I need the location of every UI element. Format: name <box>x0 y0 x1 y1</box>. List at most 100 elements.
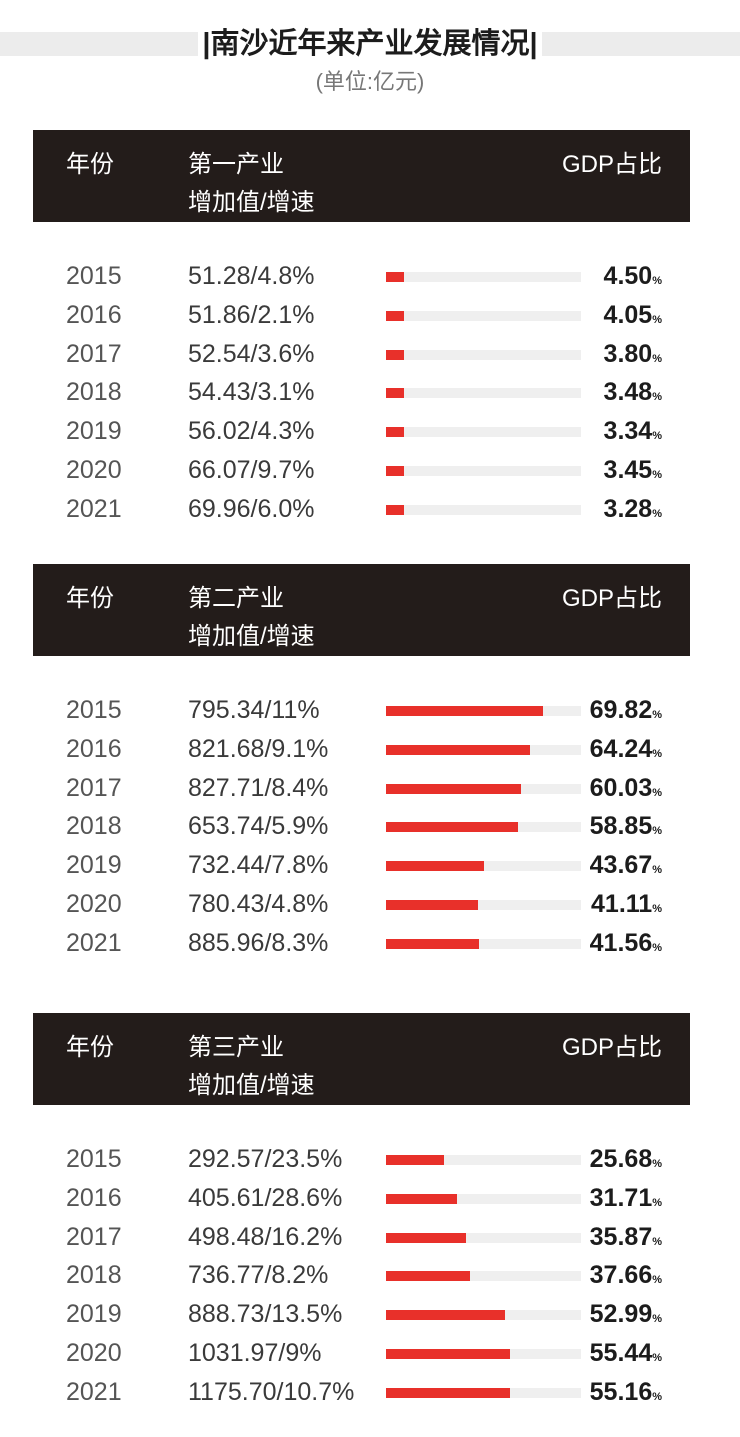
gdp-share-value: 64.24% <box>590 735 662 764</box>
percent-sign: % <box>652 313 662 326</box>
gdp-share-bar <box>386 504 404 515</box>
value-growth-label: 51.86/2.1% <box>188 300 315 329</box>
year-label: 2015 <box>66 262 122 290</box>
table-row: 2017 827.71/8.4% 60.03% <box>0 770 740 809</box>
value-growth-label: 736.77/8.2% <box>188 1261 329 1290</box>
header-industry: 第三产业 <box>188 1034 284 1061</box>
bar-track <box>386 1232 581 1243</box>
year-label: 2018 <box>66 378 122 407</box>
gdp-share-value: 41.11% <box>591 890 662 919</box>
percent-sign: % <box>652 709 662 721</box>
percent-sign: % <box>652 1352 662 1364</box>
header-industry: 第一产业 <box>188 151 284 178</box>
percent-sign: % <box>652 747 662 760</box>
header-metric: 增加值/增速 <box>188 1072 315 1099</box>
gdp-share-number: 43.67 <box>589 851 653 880</box>
table-row: 2020 66.07/9.7% 3.45% <box>0 452 740 491</box>
gdp-share-bar <box>386 1155 444 1165</box>
value-growth-label: 66.07/9.7% <box>188 456 315 484</box>
table-row: 2019 888.73/13.5% 52.99% <box>0 1296 740 1335</box>
value-growth-label: 653.74/5.9% <box>188 812 329 841</box>
value-growth-label: 888.73/13.5% <box>188 1300 343 1329</box>
year-label: 2018 <box>66 1261 122 1290</box>
percent-sign: % <box>652 275 662 287</box>
table-header: 年份 第一产业 增加值/增速 GDP占比 <box>33 130 690 222</box>
table-row: 2019 56.02/4.3% 3.34% <box>0 413 740 452</box>
value-growth-label: 827.71/8.4% <box>188 773 329 802</box>
year-label: 2018 <box>66 812 122 841</box>
table-row: 2020 1031.97/9% 55.44% <box>0 1335 740 1374</box>
percent-sign: % <box>652 903 662 915</box>
gdp-share-bar <box>386 310 404 321</box>
bar-track <box>386 504 581 515</box>
header-gdp-share: GDP占比 <box>561 585 662 612</box>
year-label: 2016 <box>66 734 122 763</box>
bar-track <box>386 900 581 910</box>
gdp-share-number: 58.85 <box>589 812 653 841</box>
bar-track <box>386 310 581 321</box>
gdp-share-number: 64.24 <box>589 734 653 763</box>
gdp-share-number: 4.50 <box>603 262 653 290</box>
year-label: 2017 <box>66 339 122 368</box>
gdp-share-number: 3.48 <box>603 378 653 407</box>
bar-track <box>386 822 581 833</box>
year-label: 2020 <box>66 1339 122 1367</box>
bar-track <box>386 1349 581 1359</box>
value-growth-label: 732.44/7.8% <box>188 851 329 880</box>
table-row: 2021 1175.70/10.7% 55.16% <box>0 1374 740 1413</box>
header-metric: 增加值/增速 <box>188 623 315 650</box>
table-row: 2015 795.34/11% 69.82% <box>0 692 740 731</box>
percent-sign: % <box>652 825 662 838</box>
gdp-share-bar <box>386 900 479 910</box>
gdp-share-bar <box>386 706 543 716</box>
value-growth-label: 1175.70/10.7% <box>188 1377 355 1406</box>
gdp-share-value: 37.66% <box>590 1261 662 1290</box>
year-label: 2015 <box>66 696 122 724</box>
value-growth-label: 292.57/23.5% <box>188 1145 343 1173</box>
table-header: 年份 第二产业 增加值/增速 GDP占比 <box>33 564 690 656</box>
gdp-share-number: 3.34 <box>603 417 653 446</box>
gdp-share-bar <box>386 388 404 399</box>
table-row: 2015 51.28/4.8% 4.50% <box>0 258 740 297</box>
gdp-share-value: 4.50% <box>604 262 662 291</box>
page-title-text: |南沙近年来产业发展情况| <box>198 28 542 60</box>
bar-track <box>386 1310 581 1321</box>
header-metric: 增加值/增速 <box>188 189 315 216</box>
value-growth-label: 885.96/8.3% <box>188 928 329 957</box>
gdp-share-number: 69.82 <box>589 696 653 724</box>
year-label: 2017 <box>66 1222 122 1251</box>
percent-sign: % <box>652 1390 662 1403</box>
page-title: |南沙近年来产业发展情况| <box>0 22 740 66</box>
header-year: 年份 <box>66 151 114 178</box>
table-row: 2016 405.61/28.6% 31.71% <box>0 1180 740 1219</box>
gdp-share-bar <box>386 349 404 360</box>
gdp-share-value: 60.03% <box>590 774 662 803</box>
gdp-share-number: 4.05 <box>603 300 653 329</box>
year-label: 2016 <box>66 300 122 329</box>
value-growth-label: 54.43/3.1% <box>188 378 315 407</box>
gdp-share-number: 41.56 <box>589 928 653 957</box>
year-label: 2015 <box>66 1145 122 1173</box>
gdp-share-value: 25.68% <box>590 1145 662 1174</box>
percent-sign: % <box>652 941 662 954</box>
year-label: 2019 <box>66 1300 122 1329</box>
gdp-share-value: 3.45% <box>604 456 662 485</box>
gdp-share-bar <box>386 1310 505 1321</box>
gdp-share-value: 69.82% <box>590 696 662 725</box>
bar-track <box>386 706 581 716</box>
gdp-share-value: 3.34% <box>604 417 662 446</box>
gdp-share-value: 35.87% <box>590 1223 662 1252</box>
table-row: 2015 292.57/23.5% 25.68% <box>0 1141 740 1180</box>
gdp-share-value: 41.56% <box>590 929 662 958</box>
table-row: 2016 51.86/2.1% 4.05% <box>0 297 740 336</box>
table-row: 2018 736.77/8.2% 37.66% <box>0 1257 740 1296</box>
gdp-share-bar <box>386 272 404 282</box>
gdp-share-bar <box>386 1349 511 1359</box>
year-label: 2020 <box>66 456 122 484</box>
table-row: 2020 780.43/4.8% 41.11% <box>0 886 740 925</box>
table-row: 2016 821.68/9.1% 64.24% <box>0 731 740 770</box>
gdp-share-bar <box>386 938 480 949</box>
gdp-share-number: 25.68 <box>589 1145 653 1173</box>
percent-sign: % <box>652 391 662 404</box>
gdp-share-bar <box>386 466 404 476</box>
